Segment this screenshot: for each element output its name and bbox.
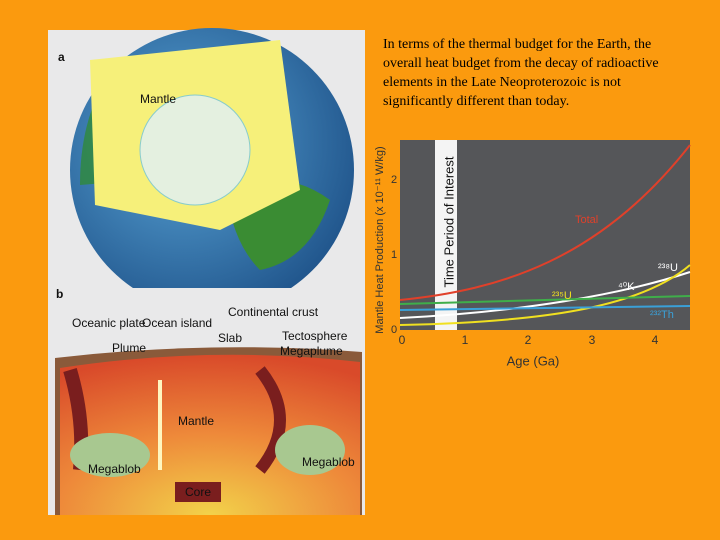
panel-letter: a bbox=[58, 50, 65, 64]
label: Megablob bbox=[302, 455, 355, 469]
label: Oceanic plate bbox=[72, 316, 146, 330]
caption: In terms of the thermal budget for the E… bbox=[383, 37, 659, 109]
megablob bbox=[275, 425, 345, 475]
curve-label: ²³⁸U bbox=[658, 262, 678, 274]
slab bbox=[255, 366, 286, 474]
core bbox=[139, 94, 251, 206]
curve-label: Total bbox=[575, 214, 598, 226]
x-tick-label: 1 bbox=[462, 333, 469, 347]
label: Continental crust bbox=[228, 305, 319, 319]
curve bbox=[399, 295, 691, 305]
panel-letter: b bbox=[56, 287, 63, 301]
curve-label: ²³⁵U bbox=[552, 290, 572, 302]
y-axis-label: Mantle Heat Production (x 10⁻¹¹ W/kg) bbox=[374, 146, 386, 333]
curve bbox=[399, 264, 691, 326]
label: Ocean island bbox=[142, 316, 212, 330]
label: Core bbox=[185, 485, 211, 499]
label: Mantle bbox=[178, 414, 214, 428]
label: Tectosphere bbox=[282, 329, 348, 343]
label: Mantle bbox=[140, 92, 176, 106]
band-label: Time Period of Interest bbox=[441, 156, 456, 287]
x-tick-label: 2 bbox=[525, 333, 532, 347]
megablob bbox=[70, 433, 150, 477]
label: Slab bbox=[218, 331, 242, 345]
curve bbox=[399, 144, 691, 301]
y-tick-label: 0 bbox=[391, 324, 397, 336]
core-box bbox=[175, 482, 221, 502]
curve bbox=[399, 271, 691, 319]
label: Megablob bbox=[88, 462, 141, 476]
mantle-section bbox=[60, 354, 360, 515]
x-tick-label: 4 bbox=[652, 333, 659, 347]
y-tick-label: 1 bbox=[391, 249, 397, 261]
y-tick-label: 2 bbox=[391, 174, 397, 186]
curve-label: ⁴⁰K bbox=[618, 281, 635, 293]
x-tick-label: 0 bbox=[399, 333, 406, 347]
x-axis-label: Age (Ga) bbox=[507, 353, 560, 368]
band bbox=[435, 140, 457, 330]
curve bbox=[399, 305, 691, 311]
label: Megaplume bbox=[280, 344, 343, 358]
x-tick-label: 3 bbox=[589, 333, 596, 347]
label: Plume bbox=[112, 341, 146, 355]
curve-label: ²³²Th bbox=[650, 309, 674, 321]
